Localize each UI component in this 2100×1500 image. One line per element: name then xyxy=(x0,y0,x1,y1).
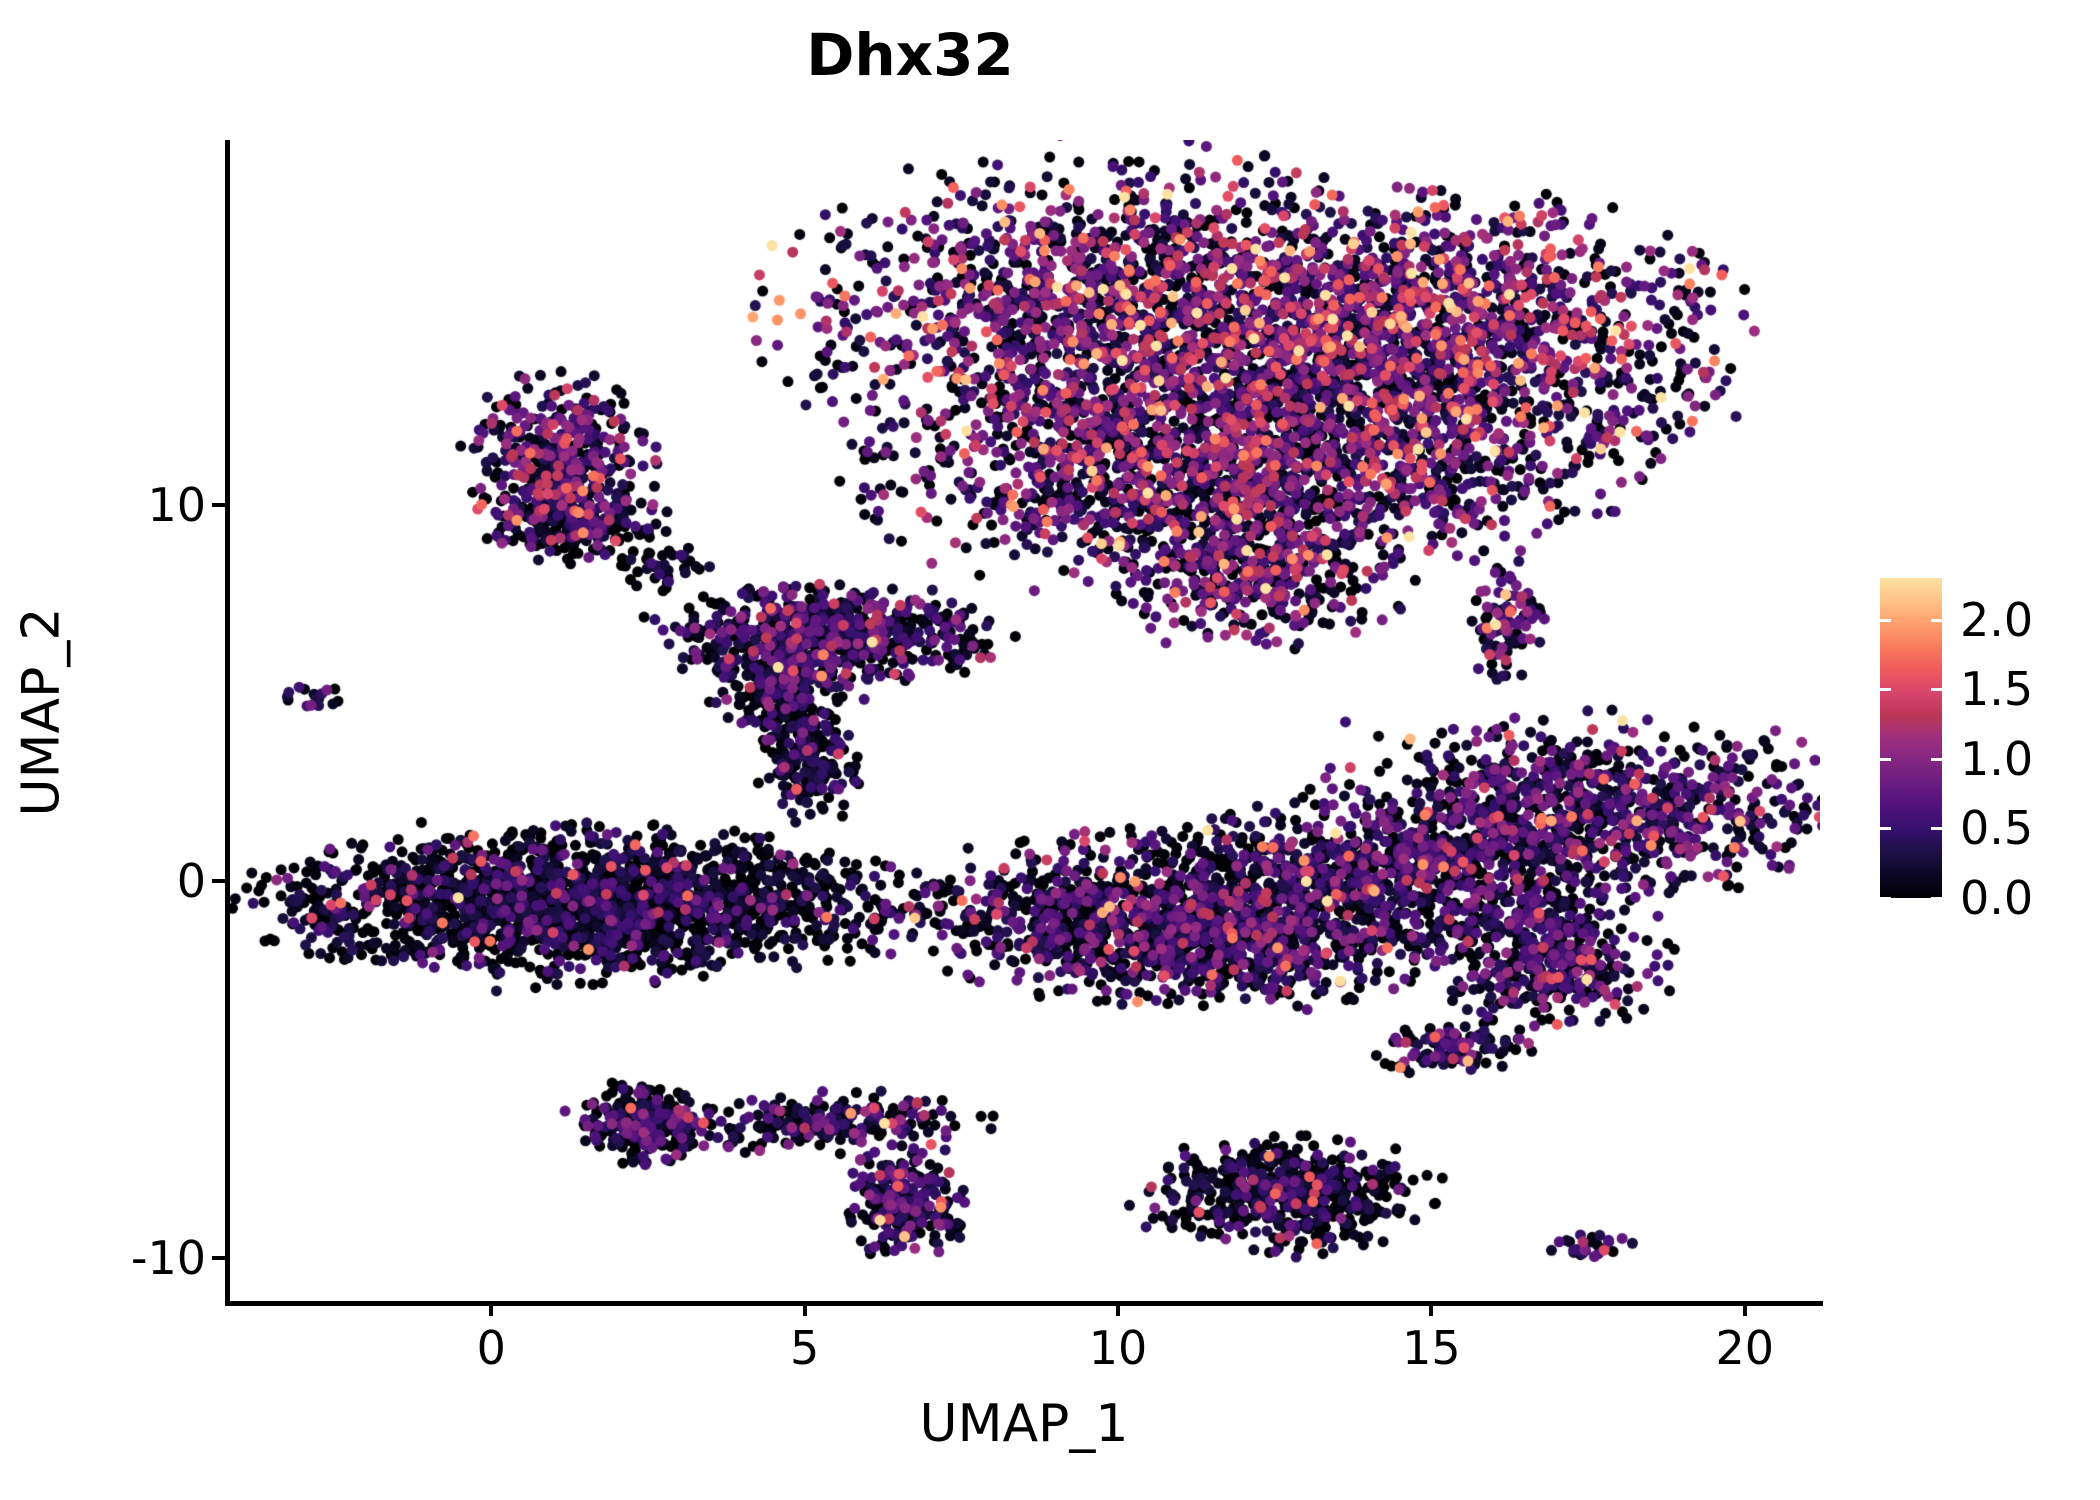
colorbar: 2.0 1.5 1.0 0.5 0.0 xyxy=(1880,578,2033,921)
colorbar-tick-mark xyxy=(1880,618,1891,622)
x-tick-label: 20 xyxy=(1715,1321,1775,1375)
x-tick-mark xyxy=(1116,1303,1121,1316)
colorbar-tick-label: 0.5 xyxy=(1960,801,2034,856)
colorbar-tick-mark xyxy=(1931,688,1942,692)
x-tick-mark xyxy=(802,1303,807,1316)
colorbar-gradient xyxy=(1880,578,1942,898)
page-title: Dhx32 xyxy=(806,21,1014,89)
colorbar-tick-mark xyxy=(1931,827,1942,831)
colorbar-tick-mark xyxy=(1931,757,1942,761)
colorbar-tick-label: 1.5 xyxy=(1960,662,2034,717)
colorbar-tick-mark xyxy=(1931,897,1942,900)
colorbar-tick-label: 2.0 xyxy=(1960,592,2034,647)
plot-axes: -10 0 10 0 5 10 15 20 xyxy=(131,140,1823,1371)
x-tick-mark xyxy=(489,1303,494,1316)
colorbar-tick-mark xyxy=(1880,897,1891,900)
x-tick-label: 15 xyxy=(1402,1321,1461,1375)
x-axis-label: UMAP_1 xyxy=(919,1394,1129,1454)
y-tick-mark xyxy=(212,879,225,884)
scatter-plot-canvas xyxy=(228,140,1820,1303)
x-tick-mark xyxy=(1429,1303,1434,1316)
y-tick-mark xyxy=(212,1255,225,1260)
colorbar-tick-label: 1.0 xyxy=(1960,731,2034,786)
x-tick-label: 5 xyxy=(789,1321,820,1375)
colorbar-tick-mark xyxy=(1880,688,1891,692)
y-axis-spine xyxy=(225,140,230,1303)
y-tick-label: -10 xyxy=(130,1230,206,1285)
x-tick-mark xyxy=(1742,1303,1747,1316)
colorbar-tick-label: 0.0 xyxy=(1960,871,2034,925)
colorbar-tick-mark xyxy=(1880,757,1891,761)
colorbar-tick-mark xyxy=(1931,618,1942,622)
y-tick-mark xyxy=(212,503,225,508)
x-tick-label: 10 xyxy=(1088,1321,1148,1375)
x-tick-label: 0 xyxy=(476,1321,506,1375)
x-axis-spine xyxy=(225,1301,1823,1306)
colorbar-tick-mark xyxy=(1880,827,1891,831)
y-tick-label: 0 xyxy=(176,854,206,909)
y-tick-label: 10 xyxy=(147,478,206,533)
y-axis-label: UMAP_2 xyxy=(11,607,72,817)
